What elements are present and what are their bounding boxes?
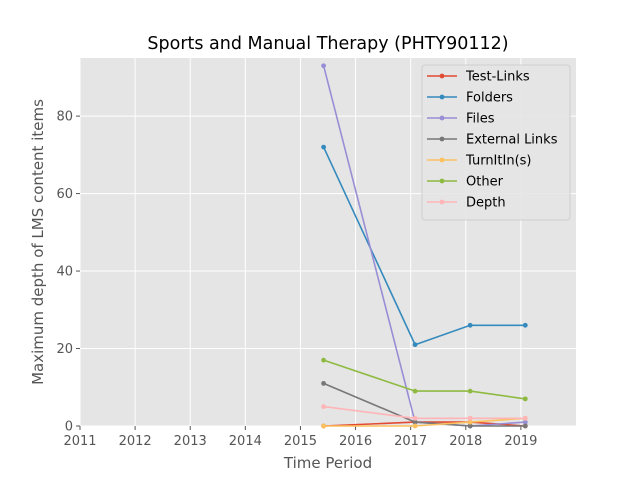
data-point: [321, 357, 326, 363]
x-tick-label: 2015: [284, 434, 317, 449]
data-point: [522, 423, 528, 429]
data-point: [321, 63, 326, 69]
legend-swatch-marker: [439, 199, 445, 205]
data-point: [412, 342, 418, 348]
legend-entry-label: Test-Links: [465, 70, 530, 85]
y-tick-label: 20: [56, 342, 73, 357]
y-tick-label: 40: [56, 265, 73, 280]
legend-swatch-marker: [439, 115, 445, 121]
data-point: [321, 380, 326, 386]
chart-title: Sports and Manual Therapy (PHTY90112): [147, 34, 508, 54]
legend-entry-label: Folders: [466, 91, 513, 106]
y-tick-label: 0: [65, 420, 73, 435]
data-point: [321, 423, 326, 429]
series-lines: [321, 63, 528, 429]
series-line-4: [323, 417, 526, 427]
x-tick-label: 2018: [449, 434, 482, 449]
data-point: [412, 419, 418, 425]
data-point: [321, 144, 326, 150]
legend-entry-label: Files: [466, 112, 495, 127]
data-point: [412, 415, 418, 421]
x-tick-label: 2017: [394, 434, 427, 449]
data-point: [321, 404, 326, 410]
data-point: [522, 415, 528, 421]
x-axis-ticks: 2011 2012 2013 2014 2015 2016 2017 2018 2019: [63, 426, 537, 449]
y-axis-label: Maximum depth of LMS content items: [29, 99, 47, 385]
legend-swatch-marker: [439, 178, 445, 184]
series-line-6: [323, 405, 526, 420]
x-axis-label: Time Period: [283, 454, 372, 472]
data-point: [522, 322, 528, 328]
data-point: [522, 419, 528, 425]
x-tick-label: 2016: [339, 434, 372, 449]
data-point: [412, 423, 418, 429]
legend-swatch-marker: [439, 157, 445, 163]
data-point: [467, 415, 473, 421]
legend-entry-label: External Links: [466, 133, 558, 148]
series-line-5: [323, 359, 526, 400]
data-point: [522, 396, 528, 402]
legend-entry-label: TurnItIn(s): [465, 154, 531, 169]
x-tick-label: 2012: [119, 434, 152, 449]
legend-swatch-marker: [439, 94, 445, 100]
legend-frame: [421, 64, 571, 221]
legend-entry-label: Depth: [466, 196, 506, 211]
data-point: [467, 388, 473, 394]
y-tick-label: 60: [56, 187, 73, 202]
legend-swatch-marker: [439, 136, 445, 142]
y-tick-label: 80: [56, 110, 73, 125]
data-point: [467, 423, 473, 429]
x-tick-label: 2013: [174, 434, 207, 449]
data-point: [467, 419, 473, 425]
data-point: [412, 388, 418, 394]
data-point: [467, 322, 473, 328]
x-tick-label: 2014: [229, 434, 262, 449]
y-axis-ticks: 0 20 40 60 80: [56, 110, 80, 435]
x-tick-label: 2011: [63, 434, 96, 449]
legend-swatch-marker: [439, 73, 445, 79]
legend: Test-Links Folders Files External Links Turn…: [421, 64, 571, 221]
x-tick-label: 2019: [504, 434, 537, 449]
legend-entry-label: Other: [466, 175, 504, 190]
